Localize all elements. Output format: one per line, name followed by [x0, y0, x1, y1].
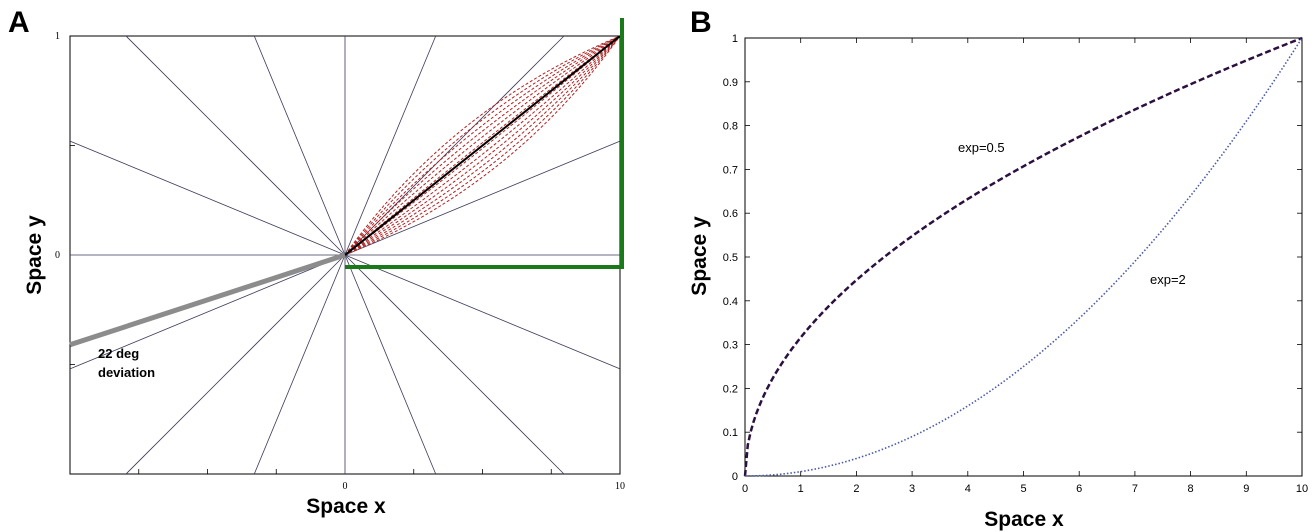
panel-b-x-tick-label: 5: [1020, 483, 1026, 495]
trajectory-curve-10: [344, 35, 621, 256]
panel-a-x-tick-label: 0: [343, 481, 348, 492]
panel-b-y-tick-label: 0.7: [723, 164, 738, 176]
radial-spoke-10: [125, 254, 346, 475]
series-label-exp-0-5: exp=0.5: [958, 140, 1005, 155]
panel-b-y-tick-label: 0.2: [723, 383, 738, 395]
trajectory-curve-2: [344, 35, 621, 256]
panel-b-letter: B: [690, 6, 712, 39]
panel-a-y-tick-label: 0: [55, 250, 60, 261]
panel-b-x-tick-label: 8: [1188, 483, 1194, 495]
trajectory-curve-5: [344, 35, 621, 256]
target-line: [344, 35, 621, 256]
panel-a-x-axis-title: Space x: [306, 495, 386, 518]
radial-spoke-7: [69, 140, 346, 256]
panel-a-y-tick-label: 1: [55, 31, 60, 42]
radial-spoke-9: [69, 254, 346, 370]
panel-a-plot-area: 0 10 0 1: [55, 18, 625, 492]
panel-b-plot-area: 0 1 2 3 4 5 6 7 8 9 10 0 0.1 0.2 0.3 0.4 0.5 0.6 0.7 0.8 0.9…: [723, 33, 1308, 495]
series-label-exp-2: exp=2: [1150, 272, 1186, 287]
deviation-line: [69, 252, 346, 348]
green-bracket: [345, 18, 624, 269]
panel-b-x-axis-title: Space x: [984, 508, 1064, 531]
panel-b-y-tick-label: 0.9: [723, 77, 738, 89]
trajectory-curve-8: [344, 35, 621, 256]
panel-b-x-tick-label: 9: [1243, 483, 1249, 495]
panel-a: A 0 10 0 1 Space x Space y 22 deg deviation: [8, 6, 625, 518]
panel-b-y-axis-title: Space y: [688, 216, 711, 296]
panel-b-y-tick-label: 0.1: [723, 427, 738, 439]
deviation-annotation-line-2: deviation: [98, 365, 155, 380]
trajectory-curve-6: [344, 35, 621, 256]
radial-spoke-14: [344, 254, 565, 475]
panel-a-x-tick-label: 10: [615, 481, 625, 492]
radial-spoke-1: [344, 140, 621, 256]
trajectory-curve-9: [344, 35, 621, 256]
radial-spoke-5: [253, 35, 346, 256]
radial-spoke-3: [344, 35, 437, 256]
panel-b-x-tick-label: 7: [1132, 483, 1138, 495]
panel-b-x-tick-label: 1: [798, 483, 804, 495]
panel-b-y-tick-label: 0.8: [723, 121, 738, 133]
panel-b-x-tick-label: 6: [1076, 483, 1082, 495]
panel-b: B 0 1 2 3 4 5 6 7 8 9 1000.10.20.30.40.50.60.70.80…: [688, 6, 1308, 531]
series-line-exp-0-5: [743, 36, 1303, 477]
radial-spoke-13: [344, 254, 437, 475]
trajectory-curve-4: [344, 35, 621, 256]
radial-spoke-15: [344, 254, 621, 370]
trajectory-curve-11: [344, 35, 621, 256]
radial-spoke-11: [253, 254, 346, 475]
panel-a-letter: A: [8, 6, 30, 39]
panel-b-x-tick-label: 0: [742, 483, 748, 495]
panel-b-x-tick-label: 4: [965, 483, 971, 495]
trajectory-curve-7: [344, 35, 621, 256]
trajectory-curve-1: [344, 35, 621, 256]
trajectory-curve-3: [344, 35, 621, 256]
series-line-exp-2: [744, 37, 1303, 477]
panel-b-y-tick-label: 0.5: [723, 252, 738, 264]
trajectory-curve-0: [344, 35, 621, 256]
panel-b-y-tick-label: 0.3: [723, 340, 738, 352]
panel-b-x-tick-label: 2: [853, 483, 859, 495]
panel-b-y-tick-label: 0: [732, 471, 738, 483]
panel-b-x-tick-label: 10: [1296, 483, 1308, 495]
panel-b-y-tick-label: 0.4: [723, 296, 738, 308]
radial-spoke-6: [125, 35, 346, 256]
panel-b-frame: [744, 37, 1303, 477]
deviation-annotation-line-1: 22 deg: [98, 346, 139, 361]
panel-b-x-tick-label: 3: [909, 483, 915, 495]
panel-b-y-tick-label: 0.6: [723, 208, 738, 220]
panel-b-y-tick-label: 1: [732, 33, 738, 45]
panel-a-y-axis-title: Space y: [23, 215, 46, 295]
